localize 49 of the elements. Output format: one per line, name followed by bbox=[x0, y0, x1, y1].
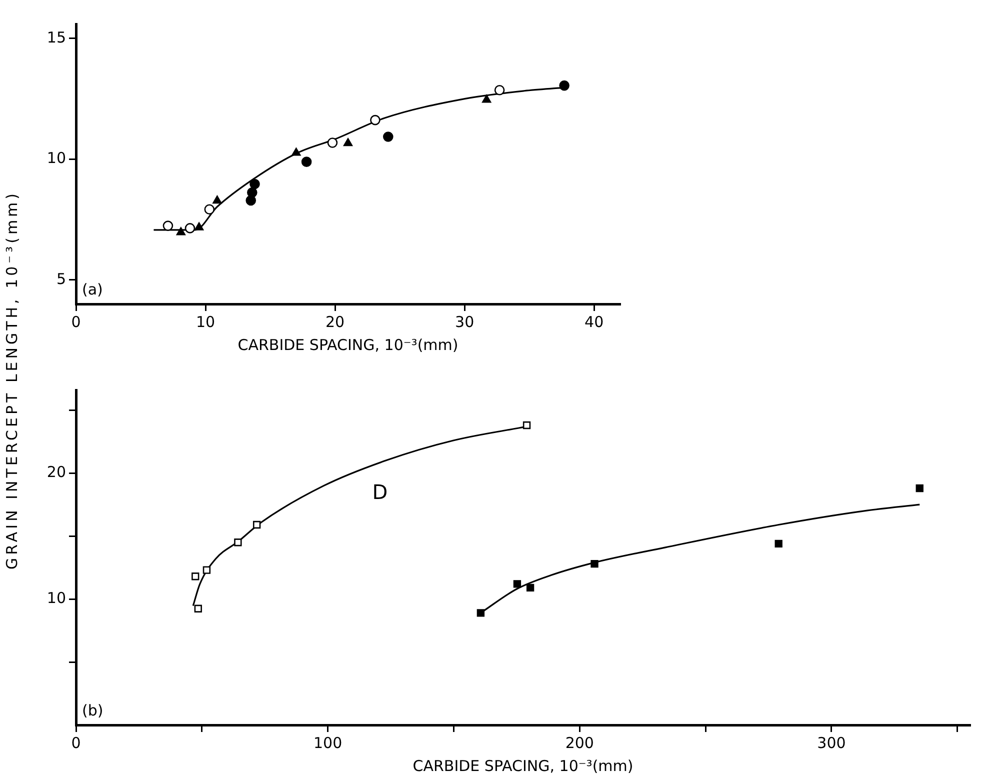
y-axis-title: GRAIN INTERCEPT LENGTH, 10⁻³(mm) bbox=[2, 189, 22, 572]
point bbox=[482, 94, 492, 103]
point bbox=[383, 132, 394, 142]
point bbox=[916, 484, 924, 492]
point bbox=[184, 223, 196, 234]
x-tick-label: 300 bbox=[817, 734, 846, 752]
point bbox=[494, 84, 505, 96]
annotation: (b) bbox=[82, 701, 104, 720]
annotation: (a) bbox=[82, 280, 103, 298]
point bbox=[343, 138, 353, 146]
y-tick-label: 5 bbox=[56, 270, 66, 288]
x-tick-label: 40 bbox=[584, 312, 604, 331]
point bbox=[234, 538, 242, 546]
x-tick-label: 30 bbox=[455, 312, 474, 331]
x-tick-label: 200 bbox=[565, 734, 594, 752]
point bbox=[526, 584, 534, 592]
point bbox=[522, 421, 531, 430]
point bbox=[252, 520, 261, 529]
annotation: D bbox=[372, 480, 388, 504]
y-tick-label: 10 bbox=[46, 149, 66, 168]
point bbox=[513, 580, 522, 588]
x-axis-title: CARBIDE SPACING, 10⁻³(mm) bbox=[238, 336, 458, 354]
point bbox=[176, 227, 186, 236]
point bbox=[774, 540, 782, 548]
point bbox=[559, 80, 570, 91]
point bbox=[204, 204, 215, 215]
x-tick-label: 10 bbox=[196, 312, 216, 331]
point bbox=[212, 196, 222, 204]
point bbox=[162, 220, 174, 231]
point bbox=[301, 156, 312, 167]
point bbox=[246, 195, 256, 206]
y-tick-label: 20 bbox=[46, 463, 66, 482]
x-tick-label: 100 bbox=[314, 734, 342, 752]
point bbox=[370, 114, 380, 126]
point bbox=[292, 148, 301, 156]
x-tick-label: 20 bbox=[326, 312, 345, 331]
point bbox=[327, 138, 338, 148]
point bbox=[194, 222, 204, 230]
y-tick-label: 10 bbox=[46, 588, 66, 607]
point bbox=[202, 566, 211, 574]
point bbox=[590, 560, 598, 568]
x-tick-label: 0 bbox=[71, 734, 81, 752]
x-axis-title: CARBIDE SPACING, 10⁻³(mm) bbox=[412, 756, 634, 775]
y-tick-label: 15 bbox=[46, 28, 66, 46]
point bbox=[194, 604, 202, 612]
point bbox=[476, 609, 485, 617]
point bbox=[250, 178, 260, 190]
x-tick-label: 0 bbox=[71, 312, 81, 331]
point bbox=[192, 572, 200, 580]
